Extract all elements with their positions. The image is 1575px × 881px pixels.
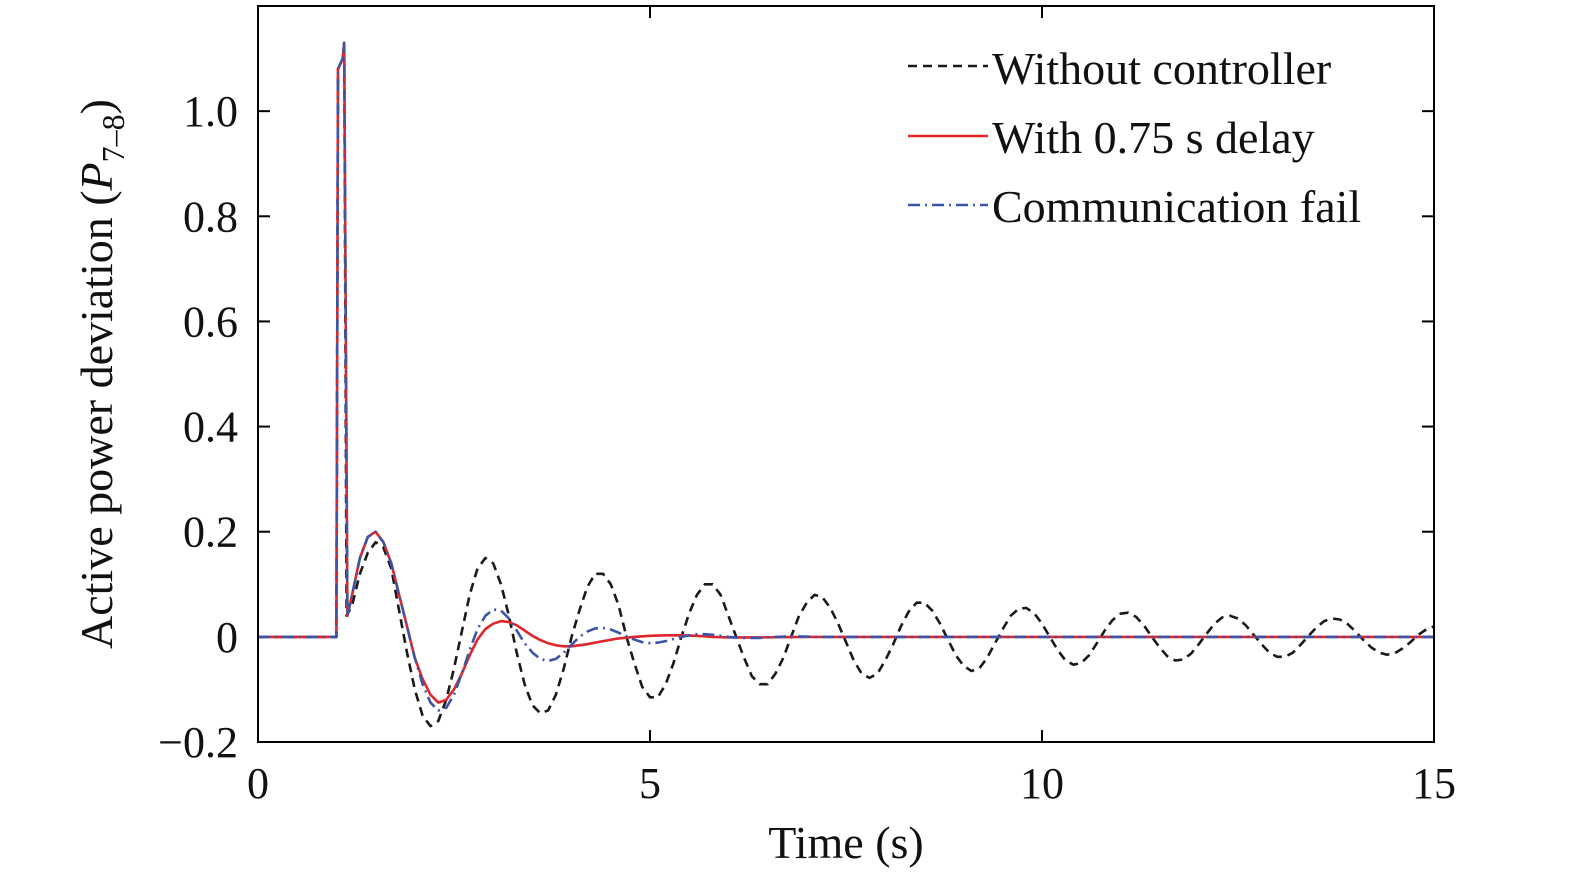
x-axis-title: Time (s) <box>768 817 924 868</box>
y-tick-label: 0 <box>216 613 238 662</box>
legend-label-communication-fail: Communication fail <box>992 181 1361 232</box>
series-without-controller-line <box>258 41 1434 728</box>
legend-item-without-controller: Without controller <box>908 43 1331 94</box>
y-tick-label: −0.2 <box>158 718 238 767</box>
y-tick-label: 1.0 <box>183 87 238 136</box>
x-tick-label: 5 <box>639 759 661 808</box>
y-tick-label: 0.4 <box>183 403 238 452</box>
y-axis-title-close: ) <box>71 99 122 114</box>
y-axis-title: Active power deviation (P7–8) <box>71 99 131 649</box>
plot-area-frame <box>257 5 1435 743</box>
legend-label-with-delay: With 0.75 s delay <box>992 112 1315 163</box>
y-axis-title-sub: 7–8 <box>95 114 131 162</box>
legend: Without controller With 0.75 s delay Com… <box>908 43 1361 232</box>
y-tick-label: 0.6 <box>183 297 238 346</box>
series-communication-fail-line <box>258 41 1434 712</box>
y-tick-label: 0.8 <box>183 192 238 241</box>
x-tick-label: 10 <box>1020 759 1064 808</box>
y-axis-title-var: P <box>71 162 122 191</box>
legend-item-communication-fail: Communication fail <box>908 181 1361 232</box>
x-tick-label: 0 <box>247 759 269 808</box>
x-tick-label: 15 <box>1412 759 1456 808</box>
legend-label-without-controller: Without controller <box>992 43 1331 94</box>
y-axis-title-main: Active power deviation ( <box>71 190 122 649</box>
y-tick-label: 0.2 <box>183 508 238 557</box>
legend-item-with-delay: With 0.75 s delay <box>908 112 1315 163</box>
